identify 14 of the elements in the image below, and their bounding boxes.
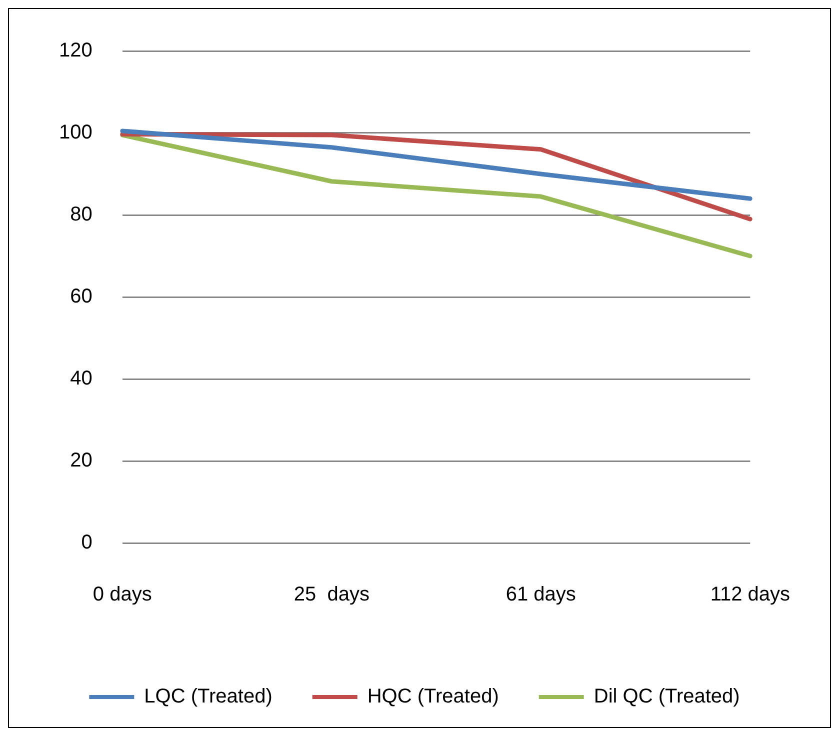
x-tick-label: 61 days [506,584,576,606]
y-tick-label: 0 [81,532,92,554]
y-tick-label: 120 [58,40,92,62]
y-tick-label: 20 [70,450,92,472]
y-tick-label: 40 [70,368,92,390]
y-tick-label: 80 [70,204,92,226]
x-tick-label: 0 days [92,584,152,606]
y-tick-label: 100 [58,122,92,144]
legend-label: Dil QC (Treated) [594,686,740,708]
y-tick-label: 60 [70,286,92,308]
x-tick-label: 112 days [710,584,790,606]
legend-label: LQC (Treated) [144,686,272,708]
legend-label: HQC (Treated) [367,686,499,708]
x-tick-label: 25 days [294,584,370,606]
